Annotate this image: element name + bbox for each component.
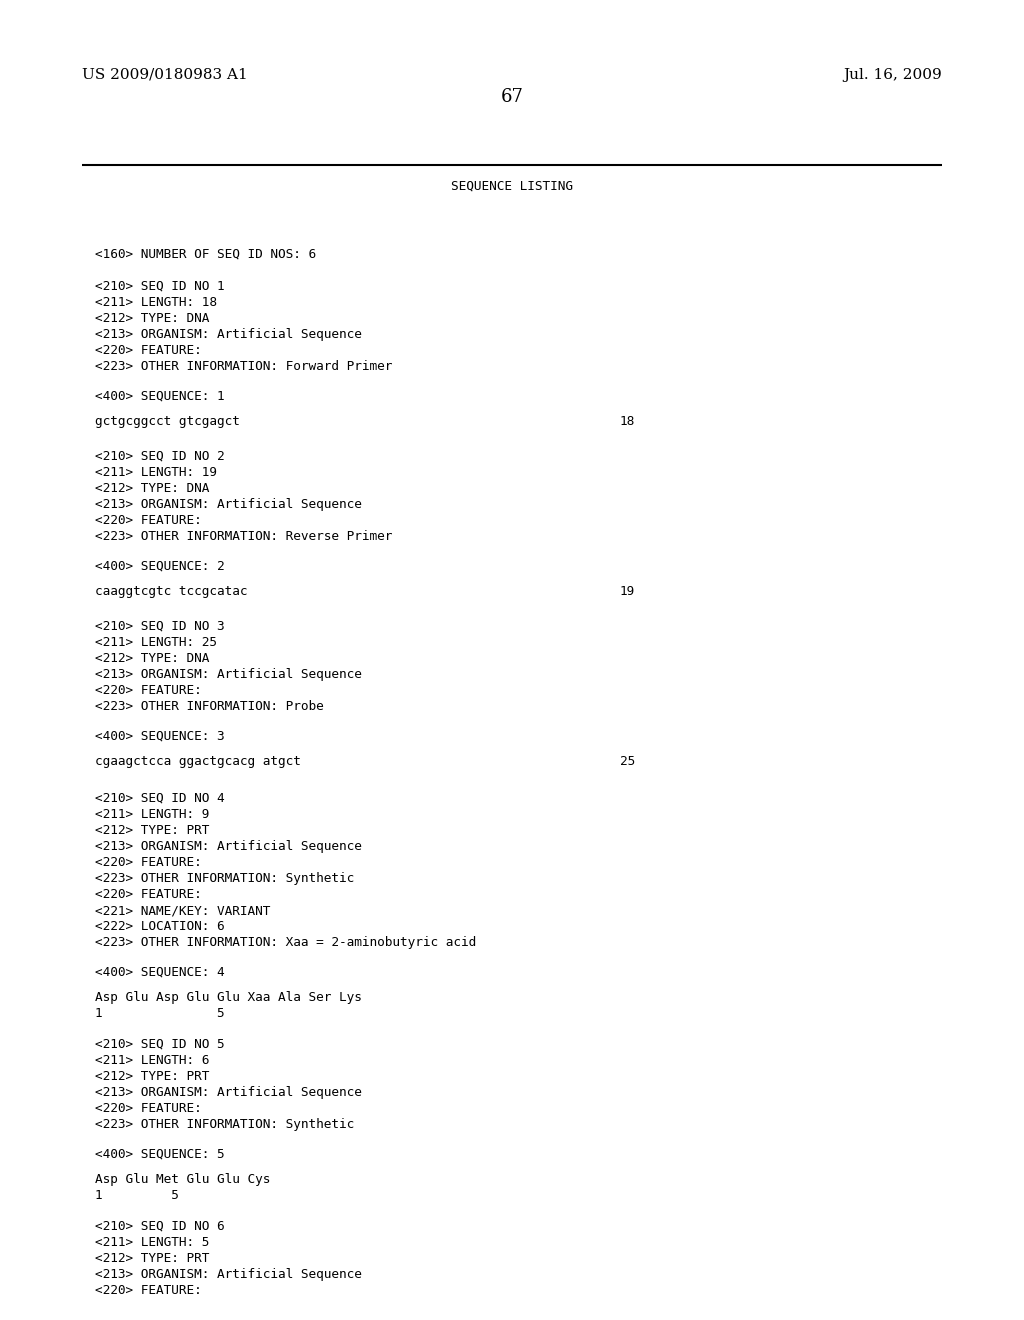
Text: <400> SEQUENCE: 1: <400> SEQUENCE: 1 <box>95 389 224 403</box>
Text: <213> ORGANISM: Artificial Sequence: <213> ORGANISM: Artificial Sequence <box>95 498 361 511</box>
Text: <213> ORGANISM: Artificial Sequence: <213> ORGANISM: Artificial Sequence <box>95 327 361 341</box>
Text: <210> SEQ ID NO 1: <210> SEQ ID NO 1 <box>95 280 224 293</box>
Text: <220> FEATURE:: <220> FEATURE: <box>95 513 202 527</box>
Text: Asp Glu Asp Glu Glu Xaa Ala Ser Lys: Asp Glu Asp Glu Glu Xaa Ala Ser Lys <box>95 991 361 1005</box>
Text: <220> FEATURE:: <220> FEATURE: <box>95 855 202 869</box>
Text: US 2009/0180983 A1: US 2009/0180983 A1 <box>82 69 248 82</box>
Text: <220> FEATURE:: <220> FEATURE: <box>95 345 202 356</box>
Text: <223> OTHER INFORMATION: Forward Primer: <223> OTHER INFORMATION: Forward Primer <box>95 360 392 374</box>
Text: cgaagctcca ggactgcacg atgct: cgaagctcca ggactgcacg atgct <box>95 755 301 768</box>
Text: <400> SEQUENCE: 4: <400> SEQUENCE: 4 <box>95 966 224 979</box>
Text: <211> LENGTH: 5: <211> LENGTH: 5 <box>95 1236 209 1249</box>
Text: <211> LENGTH: 18: <211> LENGTH: 18 <box>95 296 217 309</box>
Text: <400> SEQUENCE: 2: <400> SEQUENCE: 2 <box>95 560 224 573</box>
Text: <211> LENGTH: 25: <211> LENGTH: 25 <box>95 636 217 649</box>
Text: <222> LOCATION: 6: <222> LOCATION: 6 <box>95 920 224 933</box>
Text: <212> TYPE: PRT: <212> TYPE: PRT <box>95 1071 209 1082</box>
Text: <211> LENGTH: 6: <211> LENGTH: 6 <box>95 1053 209 1067</box>
Text: 19: 19 <box>620 585 635 598</box>
Text: <210> SEQ ID NO 2: <210> SEQ ID NO 2 <box>95 450 224 463</box>
Text: <400> SEQUENCE: 3: <400> SEQUENCE: 3 <box>95 730 224 743</box>
Text: <223> OTHER INFORMATION: Synthetic: <223> OTHER INFORMATION: Synthetic <box>95 873 354 884</box>
Text: <220> FEATURE:: <220> FEATURE: <box>95 888 202 902</box>
Text: gctgcggcct gtcgagct: gctgcggcct gtcgagct <box>95 414 240 428</box>
Text: <213> ORGANISM: Artificial Sequence: <213> ORGANISM: Artificial Sequence <box>95 1269 361 1280</box>
Text: <210> SEQ ID NO 5: <210> SEQ ID NO 5 <box>95 1038 224 1051</box>
Text: <210> SEQ ID NO 4: <210> SEQ ID NO 4 <box>95 792 224 805</box>
Text: <213> ORGANISM: Artificial Sequence: <213> ORGANISM: Artificial Sequence <box>95 1086 361 1100</box>
Text: <210> SEQ ID NO 6: <210> SEQ ID NO 6 <box>95 1220 224 1233</box>
Text: Jul. 16, 2009: Jul. 16, 2009 <box>843 69 942 82</box>
Text: <220> FEATURE:: <220> FEATURE: <box>95 684 202 697</box>
Text: <210> SEQ ID NO 3: <210> SEQ ID NO 3 <box>95 620 224 634</box>
Text: Asp Glu Met Glu Glu Cys: Asp Glu Met Glu Glu Cys <box>95 1173 270 1185</box>
Text: caaggtcgtc tccgcatac: caaggtcgtc tccgcatac <box>95 585 248 598</box>
Text: <220> FEATURE:: <220> FEATURE: <box>95 1284 202 1298</box>
Text: <211> LENGTH: 9: <211> LENGTH: 9 <box>95 808 209 821</box>
Text: <160> NUMBER OF SEQ ID NOS: 6: <160> NUMBER OF SEQ ID NOS: 6 <box>95 248 316 261</box>
Text: <221> NAME/KEY: VARIANT: <221> NAME/KEY: VARIANT <box>95 904 270 917</box>
Text: <223> OTHER INFORMATION: Reverse Primer: <223> OTHER INFORMATION: Reverse Primer <box>95 531 392 543</box>
Text: <212> TYPE: PRT: <212> TYPE: PRT <box>95 824 209 837</box>
Text: <213> ORGANISM: Artificial Sequence: <213> ORGANISM: Artificial Sequence <box>95 840 361 853</box>
Text: <223> OTHER INFORMATION: Xaa = 2-aminobutyric acid: <223> OTHER INFORMATION: Xaa = 2-aminobu… <box>95 936 476 949</box>
Text: <211> LENGTH: 19: <211> LENGTH: 19 <box>95 466 217 479</box>
Text: 67: 67 <box>501 88 523 106</box>
Text: <400> SEQUENCE: 5: <400> SEQUENCE: 5 <box>95 1148 224 1162</box>
Text: 25: 25 <box>620 755 635 768</box>
Text: <212> TYPE: DNA: <212> TYPE: DNA <box>95 652 209 665</box>
Text: 1         5: 1 5 <box>95 1189 179 1203</box>
Text: <212> TYPE: DNA: <212> TYPE: DNA <box>95 482 209 495</box>
Text: 18: 18 <box>620 414 635 428</box>
Text: <223> OTHER INFORMATION: Synthetic: <223> OTHER INFORMATION: Synthetic <box>95 1118 354 1131</box>
Text: <213> ORGANISM: Artificial Sequence: <213> ORGANISM: Artificial Sequence <box>95 668 361 681</box>
Text: <223> OTHER INFORMATION: Probe: <223> OTHER INFORMATION: Probe <box>95 700 324 713</box>
Text: 1               5: 1 5 <box>95 1007 224 1020</box>
Text: <212> TYPE: DNA: <212> TYPE: DNA <box>95 312 209 325</box>
Text: SEQUENCE LISTING: SEQUENCE LISTING <box>451 180 573 193</box>
Text: <220> FEATURE:: <220> FEATURE: <box>95 1102 202 1115</box>
Text: <212> TYPE: PRT: <212> TYPE: PRT <box>95 1251 209 1265</box>
